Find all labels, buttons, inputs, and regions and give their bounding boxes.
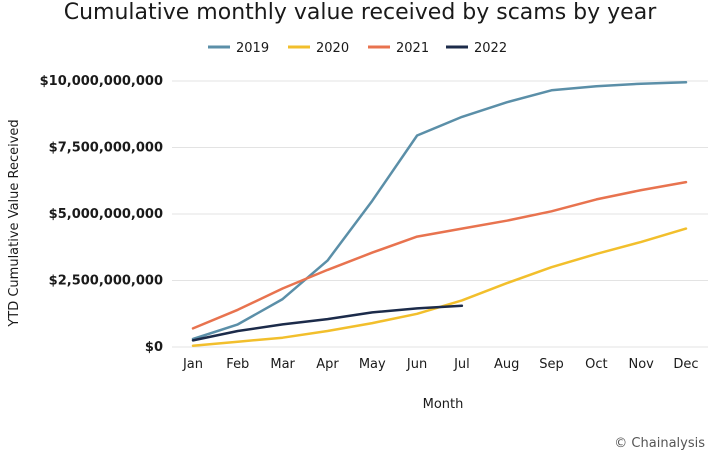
x-axis-ticks: Jan Feb Mar Apr May Jun Jul Aug Sep Oct Nov Dec <box>182 357 699 372</box>
series-line-2022 <box>191 304 464 342</box>
legend-label-2021: 2021 <box>396 41 429 56</box>
series-line-2021 <box>191 180 688 330</box>
x-tick-label: May <box>359 357 386 372</box>
x-tick-label: Aug <box>494 357 519 372</box>
gridlines <box>172 80 708 348</box>
legend-label-2019: 2019 <box>236 41 269 56</box>
y-tick-label: $2,500,000,000 <box>49 274 163 289</box>
y-tick-label: $0 <box>145 340 163 355</box>
x-tick-label: Nov <box>628 357 654 372</box>
x-tick-label: Jan <box>182 357 203 372</box>
legend-label-2020: 2020 <box>316 41 349 56</box>
chart-title: Cumulative monthly value received by sca… <box>64 0 657 25</box>
x-tick-label: Jul <box>453 357 470 372</box>
series-line-2020 <box>191 227 688 347</box>
y-tick-label: $5,000,000,000 <box>49 207 163 222</box>
x-tick-label: Feb <box>226 357 249 372</box>
y-tick-label: $7,500,000,000 <box>49 141 163 156</box>
x-tick-label: Mar <box>270 357 295 372</box>
series-line-2019 <box>191 81 688 341</box>
x-tick-label: Apr <box>316 357 339 372</box>
series-lines <box>191 81 688 347</box>
y-axis-label: YTD Cumulative Value Received <box>7 119 22 327</box>
x-tick-label: Sep <box>539 357 564 372</box>
x-tick-label: Oct <box>585 357 607 372</box>
x-axis-label: Month <box>423 397 464 412</box>
x-tick-label: Jun <box>406 357 427 372</box>
legend-label-2022: 2022 <box>474 41 507 56</box>
x-tick-label: Dec <box>673 357 698 372</box>
y-axis-ticks: $0 $2,500,000,000 $5,000,000,000 $7,500,000… <box>40 74 163 355</box>
legend: 2019 2020 2021 2022 <box>208 41 507 56</box>
credit-text: © Chainalysis <box>614 436 705 451</box>
y-tick-label: $10,000,000,000 <box>40 74 163 89</box>
